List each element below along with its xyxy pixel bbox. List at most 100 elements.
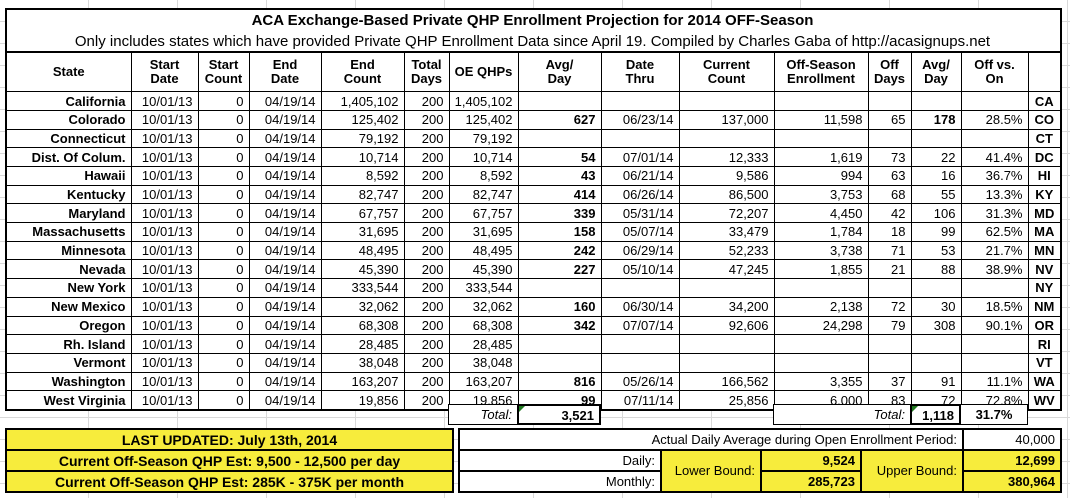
cell-total_days[interactable]: 200	[403, 259, 450, 280]
cell-off_days[interactable]: 18	[867, 222, 912, 242]
monthly-lower-value[interactable]: 285,723	[760, 470, 862, 493]
cell-abbr[interactable]: CT	[1027, 128, 1062, 149]
cell-off_days[interactable]: 72	[867, 296, 912, 317]
cell-off_avg_day[interactable]: 22	[910, 147, 962, 167]
cell-start_count[interactable]: 0	[197, 203, 250, 224]
cell-start_count[interactable]: 0	[197, 334, 250, 354]
header-off-season[interactable]: Off-Season Enrollment	[773, 51, 869, 93]
cell-end_date[interactable]: 04/19/14	[248, 315, 322, 336]
cell-state[interactable]: Rh. Island	[5, 334, 132, 354]
lower-bound-label[interactable]: Lower Bound:	[660, 449, 762, 493]
cell-start_count[interactable]: 0	[197, 315, 250, 336]
cell-off_vs_on[interactable]: 13.3%	[960, 184, 1029, 205]
cell-end_count[interactable]: 67,757	[320, 203, 405, 224]
cell-start_date[interactable]: 10/01/13	[130, 315, 199, 336]
cell-off_avg_day[interactable]: 308	[910, 315, 962, 336]
cell-abbr[interactable]: KY	[1027, 184, 1062, 205]
title-cell[interactable]: ACA Exchange-Based Private QHP Enrollmen…	[5, 8, 1062, 53]
cell-off_season[interactable]: 3,355	[773, 371, 869, 392]
cell-end_count[interactable]: 8,592	[320, 166, 405, 186]
cell-end_date[interactable]: 04/19/14	[248, 147, 322, 167]
cell-total_days[interactable]: 200	[403, 166, 450, 186]
cell-total_days[interactable]: 200	[403, 203, 450, 224]
cell-end_count[interactable]: 163,207	[320, 371, 405, 392]
cell-total_days[interactable]: 200	[403, 91, 450, 111]
cell-start_date[interactable]: 10/01/13	[130, 109, 199, 130]
cell-state[interactable]: West Virginia	[5, 390, 132, 411]
cell-off_vs_on[interactable]: 21.7%	[960, 240, 1029, 261]
cell-off_season[interactable]: 4,450	[773, 203, 869, 224]
cell-abbr[interactable]: MN	[1027, 240, 1062, 261]
cell-oe_qhps[interactable]: 82,747	[448, 184, 519, 205]
cell-end_count[interactable]: 1,405,102	[320, 91, 405, 111]
cell-abbr[interactable]: VT	[1027, 352, 1062, 373]
cell-total_days[interactable]: 200	[403, 184, 450, 205]
cell-avg_day[interactable]	[517, 352, 602, 373]
cell-off_avg_day[interactable]	[910, 352, 962, 373]
cell-current_count[interactable]: 9,586	[678, 166, 775, 186]
cell-off_season[interactable]: 1,855	[773, 259, 869, 280]
cell-current_count[interactable]: 25,856	[678, 390, 775, 411]
cell-off_season[interactable]: 994	[773, 166, 869, 186]
monthly-estimate-cell[interactable]: Current Off-Season QHP Est: 285K - 375K …	[5, 470, 454, 493]
cell-abbr[interactable]: NM	[1027, 296, 1062, 317]
cell-total_days[interactable]: 200	[403, 352, 450, 373]
cell-avg_day[interactable]: 816	[517, 371, 602, 392]
cell-date_thru[interactable]	[600, 128, 680, 149]
cell-end_date[interactable]: 04/19/14	[248, 184, 322, 205]
cell-current_count[interactable]: 166,562	[678, 371, 775, 392]
cell-end_count[interactable]: 48,495	[320, 240, 405, 261]
actual-daily-avg-label[interactable]: Actual Daily Average during Open Enrollm…	[458, 428, 964, 451]
cell-start_count[interactable]: 0	[197, 259, 250, 280]
cell-date_thru[interactable]: 05/07/14	[600, 222, 680, 242]
cell-end_date[interactable]: 04/19/14	[248, 352, 322, 373]
cell-off_avg_day[interactable]: 30	[910, 296, 962, 317]
cell-avg_day[interactable]: 242	[517, 240, 602, 261]
header-off-vs-on[interactable]: Off vs. On	[960, 51, 1029, 93]
cell-avg_day[interactable]: 627	[517, 109, 602, 130]
header-total-days[interactable]: Total Days	[403, 51, 450, 93]
header-date-thru[interactable]: Date Thru	[600, 51, 680, 93]
cell-end_count[interactable]: 28,485	[320, 334, 405, 354]
cell-start_date[interactable]: 10/01/13	[130, 240, 199, 261]
cell-end_date[interactable]: 04/19/14	[248, 278, 322, 298]
cell-start_count[interactable]: 0	[197, 222, 250, 242]
cell-oe_qhps[interactable]: 45,390	[448, 259, 519, 280]
cell-total_days[interactable]: 200	[403, 371, 450, 392]
cell-current_count[interactable]	[678, 334, 775, 354]
cell-avg_day[interactable]	[517, 91, 602, 111]
cell-date_thru[interactable]: 06/23/14	[600, 109, 680, 130]
header-current-count[interactable]: Current Count	[678, 51, 775, 93]
cell-state[interactable]: Hawaii	[5, 166, 132, 186]
total-off-vs-on[interactable]: 31.7%	[960, 404, 1028, 425]
cell-off_days[interactable]: 37	[867, 371, 912, 392]
cell-off_days[interactable]	[867, 128, 912, 149]
cell-state[interactable]: Colorado	[5, 109, 132, 130]
header-state[interactable]: State	[5, 51, 132, 93]
cell-abbr[interactable]: MA	[1027, 222, 1062, 242]
cell-current_count[interactable]: 72,207	[678, 203, 775, 224]
cell-end_date[interactable]: 04/19/14	[248, 128, 322, 149]
cell-end_date[interactable]: 04/19/14	[248, 296, 322, 317]
cell-off_vs_on[interactable]: 31.3%	[960, 203, 1029, 224]
last-updated-cell[interactable]: LAST UPDATED: July 13th, 2014	[5, 428, 454, 451]
cell-abbr[interactable]: WA	[1027, 371, 1062, 392]
cell-off_days[interactable]: 65	[867, 109, 912, 130]
cell-avg_day[interactable]	[517, 278, 602, 298]
actual-daily-avg-value[interactable]: 40,000	[962, 428, 1062, 451]
upper-bound-label[interactable]: Upper Bound:	[860, 449, 964, 493]
header-abbr[interactable]	[1027, 51, 1062, 93]
cell-off_vs_on[interactable]: 62.5%	[960, 222, 1029, 242]
cell-off_season[interactable]: 3,753	[773, 184, 869, 205]
cell-start_date[interactable]: 10/01/13	[130, 166, 199, 186]
cell-abbr[interactable]: CA	[1027, 91, 1062, 111]
cell-avg_day[interactable]: 227	[517, 259, 602, 280]
cell-total_days[interactable]: 200	[403, 315, 450, 336]
monthly-label[interactable]: Monthly:	[458, 470, 662, 493]
cell-off_season[interactable]: 2,138	[773, 296, 869, 317]
cell-off_avg_day[interactable]: 16	[910, 166, 962, 186]
cell-oe_qhps[interactable]: 31,695	[448, 222, 519, 242]
cell-date_thru[interactable]: 07/01/14	[600, 147, 680, 167]
cell-date_thru[interactable]	[600, 278, 680, 298]
cell-oe_qhps[interactable]: 163,207	[448, 371, 519, 392]
